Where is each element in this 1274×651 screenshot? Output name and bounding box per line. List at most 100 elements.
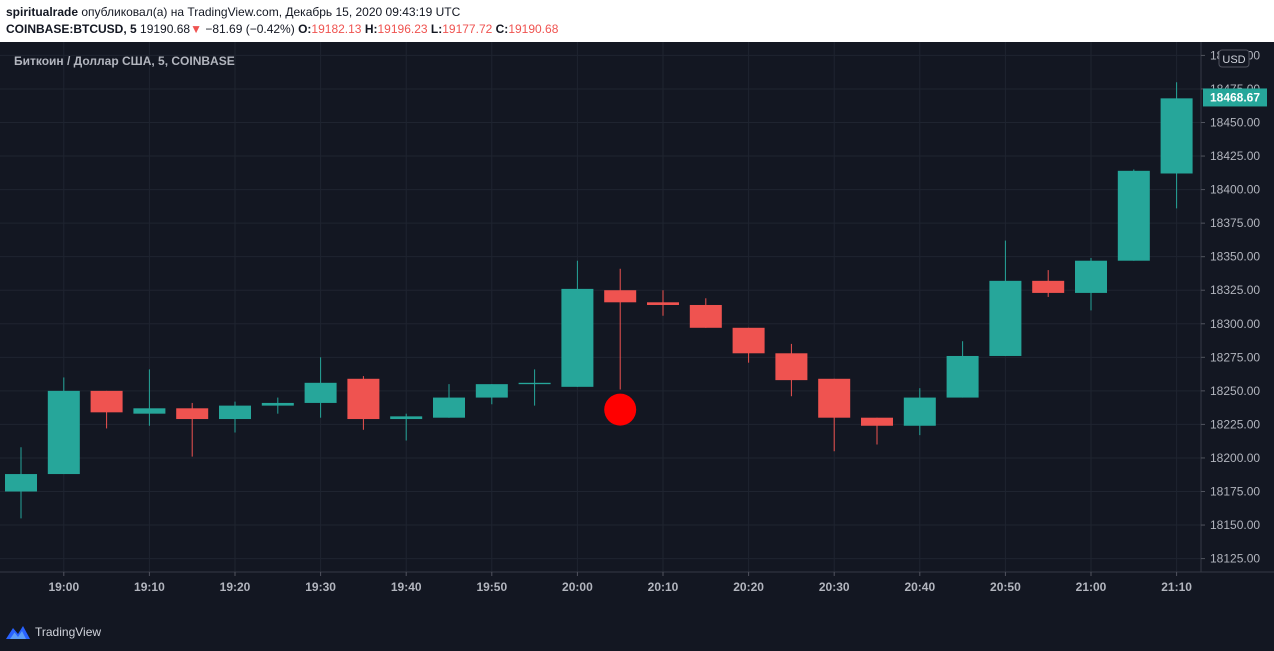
time-tick-label: 19:00 xyxy=(48,580,79,594)
candle[interactable] xyxy=(433,384,465,418)
candle-body xyxy=(989,280,1022,356)
candle[interactable] xyxy=(604,268,637,390)
candle[interactable] xyxy=(390,413,423,441)
candle[interactable] xyxy=(5,447,37,519)
chart-title: Биткоин / Доллар США, 5, COINBASE xyxy=(14,54,235,68)
ohlc-line: COINBASE:BTCUSD, 5 19190.68▼ −81.69 (−0.… xyxy=(6,22,558,36)
price-tick-label: 18375.00 xyxy=(1210,216,1260,230)
currency-label: USD xyxy=(1222,54,1245,66)
candle[interactable] xyxy=(689,298,722,328)
time-tick-label: 20:40 xyxy=(904,580,935,594)
candle-body xyxy=(475,384,508,398)
author-name[interactable]: spiritualrade xyxy=(6,5,79,19)
high-value: 19196.23 xyxy=(377,22,428,36)
candle[interactable] xyxy=(304,357,337,418)
candle[interactable] xyxy=(219,401,251,433)
candle[interactable] xyxy=(775,343,808,397)
price-tick-label: 18250.00 xyxy=(1210,384,1260,398)
chart-area[interactable]: 18125.00 18150.00 18175.00 18200.00 18225.00… xyxy=(0,42,1274,651)
candle[interactable] xyxy=(133,369,166,426)
candle-body xyxy=(1160,98,1193,174)
time-tick-label: 19:20 xyxy=(220,580,251,594)
published-text: опубликовал(а) на TradingView.com, Декаб… xyxy=(81,5,461,19)
candle-body xyxy=(347,378,380,420)
time-tick-label: 21:10 xyxy=(1161,580,1192,594)
candle-body xyxy=(390,416,423,420)
candle-body xyxy=(775,353,808,381)
time-tick-label: 19:50 xyxy=(476,580,507,594)
price-tick-label: 18275.00 xyxy=(1210,350,1260,364)
candle-body xyxy=(647,302,679,305)
time-tick-label: 20:50 xyxy=(990,580,1021,594)
price-tick-label: 18175.00 xyxy=(1210,484,1260,498)
candle-body xyxy=(304,382,337,403)
close-label: C: xyxy=(495,22,509,36)
time-axis[interactable]: 19:00 19:10 19:20 19:30 19:40 19:50 20:00 20:10… xyxy=(48,572,1192,594)
candle[interactable] xyxy=(518,369,551,406)
open-label: O: xyxy=(298,22,312,36)
candle[interactable] xyxy=(347,376,380,430)
candle-body xyxy=(1117,170,1150,261)
candle[interactable] xyxy=(989,240,1022,356)
candle[interactable] xyxy=(90,390,123,429)
tradingview-logo-icon xyxy=(6,626,30,639)
candle[interactable] xyxy=(561,260,594,387)
candle-body xyxy=(732,327,765,354)
price-tick-label: 18325.00 xyxy=(1210,283,1260,297)
candle-body xyxy=(861,417,893,426)
candlestick-chart[interactable]: 18125.00 18150.00 18175.00 18200.00 18225.00… xyxy=(0,42,1274,651)
candle[interactable] xyxy=(946,341,979,398)
last-price-label: 18468.67 xyxy=(1210,90,1260,104)
price-tick-label: 18425.00 xyxy=(1210,149,1260,163)
candle-body xyxy=(518,382,551,385)
candle[interactable] xyxy=(475,384,508,405)
time-tick-label: 20:00 xyxy=(562,580,593,594)
highlight-marker xyxy=(604,393,637,426)
candle[interactable] xyxy=(176,402,209,457)
price-tick-label: 18300.00 xyxy=(1210,317,1260,331)
low-value: 19177.72 xyxy=(442,22,493,36)
currency-badge[interactable]: USD xyxy=(1218,49,1250,68)
price-tick-label: 18200.00 xyxy=(1210,451,1260,465)
candle[interactable] xyxy=(903,388,936,436)
tradingview-brand[interactable]: TradingView xyxy=(6,622,101,642)
candle[interactable] xyxy=(1117,169,1150,261)
open-value: 19182.13 xyxy=(311,22,362,36)
candle[interactable] xyxy=(1160,82,1193,209)
candle-body xyxy=(946,355,979,398)
candle[interactable] xyxy=(647,290,679,316)
candle-body xyxy=(689,304,722,328)
candle-body xyxy=(1032,280,1065,293)
candle-body xyxy=(561,288,594,387)
candle[interactable] xyxy=(861,417,893,445)
time-tick-label: 20:20 xyxy=(733,580,764,594)
candle-body xyxy=(818,378,851,418)
down-arrow-icon: ▼ xyxy=(190,22,202,36)
low-label: L: xyxy=(430,22,443,36)
price-axis[interactable]: 18125.00 18150.00 18175.00 18200.00 18225.00… xyxy=(1201,48,1260,566)
candle-body xyxy=(5,474,37,492)
candle[interactable] xyxy=(1075,258,1107,311)
candle-body xyxy=(219,405,251,420)
time-tick-label: 19:40 xyxy=(391,580,422,594)
time-tick-label: 20:10 xyxy=(648,580,679,594)
candle-body xyxy=(133,408,166,414)
marker-layer xyxy=(604,393,637,426)
brand-label: TradingView xyxy=(35,625,102,639)
candle[interactable] xyxy=(818,378,851,452)
price-tick-label: 18350.00 xyxy=(1210,250,1260,264)
time-tick-label: 19:10 xyxy=(134,580,165,594)
candle[interactable] xyxy=(261,397,294,414)
candle[interactable] xyxy=(732,327,765,363)
candle[interactable] xyxy=(1032,270,1065,297)
price-tick-label: 18450.00 xyxy=(1210,116,1260,130)
close-value: 19190.68 xyxy=(508,22,559,36)
candle[interactable] xyxy=(47,377,80,475)
grid-lines xyxy=(0,42,1201,572)
time-tick-label: 19:30 xyxy=(305,580,336,594)
candle-body xyxy=(261,402,294,406)
last-price-tag: 18468.67 xyxy=(1203,88,1267,107)
candle-body xyxy=(47,390,80,475)
price-tick-label: 18225.00 xyxy=(1210,417,1260,431)
price-tick-label: 18150.00 xyxy=(1210,518,1260,532)
